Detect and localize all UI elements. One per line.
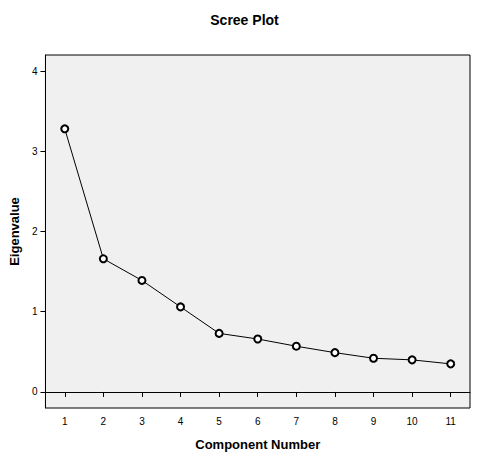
svg-text:4: 4: [178, 416, 184, 427]
svg-text:10: 10: [407, 416, 419, 427]
svg-text:Component Number: Component Number: [195, 437, 320, 452]
svg-text:9: 9: [371, 416, 377, 427]
svg-text:1: 1: [62, 416, 68, 427]
svg-text:2: 2: [32, 226, 38, 237]
svg-text:7: 7: [294, 416, 300, 427]
svg-text:Eigenvalue: Eigenvalue: [7, 197, 22, 266]
svg-text:6: 6: [255, 416, 261, 427]
svg-text:3: 3: [32, 146, 38, 157]
svg-text:5: 5: [216, 416, 222, 427]
svg-text:4: 4: [32, 66, 38, 77]
svg-text:3: 3: [139, 416, 145, 427]
svg-text:1: 1: [32, 306, 38, 317]
svg-text:Scree Plot: Scree Plot: [210, 12, 279, 28]
svg-text:2: 2: [101, 416, 107, 427]
svg-text:11: 11: [446, 416, 457, 427]
svg-text:8: 8: [332, 416, 338, 427]
svg-text:0: 0: [32, 386, 38, 397]
